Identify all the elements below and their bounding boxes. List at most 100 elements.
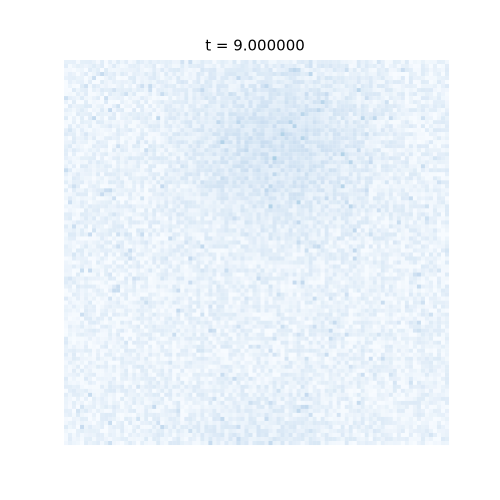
cell <box>68 232 73 237</box>
cell <box>64 148 69 153</box>
cell <box>384 120 389 125</box>
cell <box>172 128 177 133</box>
cell <box>268 64 273 69</box>
cell <box>100 112 105 117</box>
cell <box>220 252 225 257</box>
cell <box>216 132 221 137</box>
cell <box>128 156 133 161</box>
cell <box>64 60 69 65</box>
cell <box>424 80 429 85</box>
cell <box>400 112 405 117</box>
cell <box>84 176 89 181</box>
cell <box>96 132 101 137</box>
cell <box>68 228 73 233</box>
cell <box>152 172 157 177</box>
cell <box>120 72 125 77</box>
cell <box>128 124 133 129</box>
cell <box>408 116 413 121</box>
cell <box>240 248 245 253</box>
cell <box>140 120 145 125</box>
cell <box>260 180 265 185</box>
cell <box>196 100 201 105</box>
cell <box>300 200 305 205</box>
cell <box>328 68 333 73</box>
cell <box>184 228 189 233</box>
cell <box>136 68 141 73</box>
cell <box>168 68 173 73</box>
cell <box>104 212 109 217</box>
cell <box>340 144 345 149</box>
cell <box>316 172 321 177</box>
cell <box>252 96 257 101</box>
cell <box>256 164 261 169</box>
cell <box>80 88 85 93</box>
cell <box>412 216 417 221</box>
cell <box>148 140 153 145</box>
cell <box>136 108 141 113</box>
cell <box>380 184 385 189</box>
cell <box>172 92 177 97</box>
cell <box>200 176 205 181</box>
cell <box>416 252 421 257</box>
cell <box>408 212 413 217</box>
cell <box>408 100 413 105</box>
cell <box>216 136 221 141</box>
cell <box>164 192 169 197</box>
cell <box>392 156 397 161</box>
cell <box>424 184 429 189</box>
cell <box>328 260 333 265</box>
cell <box>76 84 81 89</box>
cell <box>424 124 429 129</box>
cell <box>400 216 405 221</box>
cell <box>336 92 341 97</box>
cell <box>148 228 153 233</box>
cell <box>104 264 109 269</box>
cell <box>296 208 301 213</box>
cell <box>376 252 381 257</box>
cell <box>296 160 301 165</box>
cell <box>312 236 317 241</box>
cell <box>180 64 185 69</box>
cell <box>320 152 325 157</box>
cell <box>436 80 442 85</box>
cell <box>92 72 97 77</box>
cell <box>240 136 245 141</box>
cell <box>272 72 277 77</box>
cell <box>72 172 77 177</box>
cell <box>412 200 417 205</box>
cell <box>228 120 233 125</box>
cell <box>188 260 193 265</box>
cell <box>148 196 153 201</box>
cell <box>140 240 145 245</box>
cell <box>356 164 361 169</box>
cell <box>268 184 273 189</box>
cell <box>328 84 333 89</box>
cell <box>248 236 253 241</box>
cell <box>180 200 185 205</box>
cell <box>204 148 209 153</box>
cell <box>344 192 349 197</box>
cell <box>372 124 377 129</box>
cell <box>124 248 129 253</box>
cell <box>436 240 442 245</box>
cell <box>344 220 349 225</box>
cell <box>376 148 381 153</box>
cell <box>120 192 125 197</box>
cell <box>120 60 125 65</box>
cell <box>388 196 393 201</box>
cell <box>308 148 313 153</box>
cell <box>388 128 393 133</box>
cell <box>360 116 365 121</box>
cell <box>268 80 273 85</box>
cell <box>152 92 157 97</box>
cell <box>416 88 421 93</box>
cell <box>368 156 373 161</box>
cell <box>428 248 434 253</box>
cell <box>388 212 393 217</box>
cell <box>208 228 213 233</box>
cell <box>272 140 277 145</box>
cell <box>148 252 153 257</box>
cell <box>300 160 305 165</box>
cell <box>208 60 213 65</box>
cell <box>212 112 217 117</box>
